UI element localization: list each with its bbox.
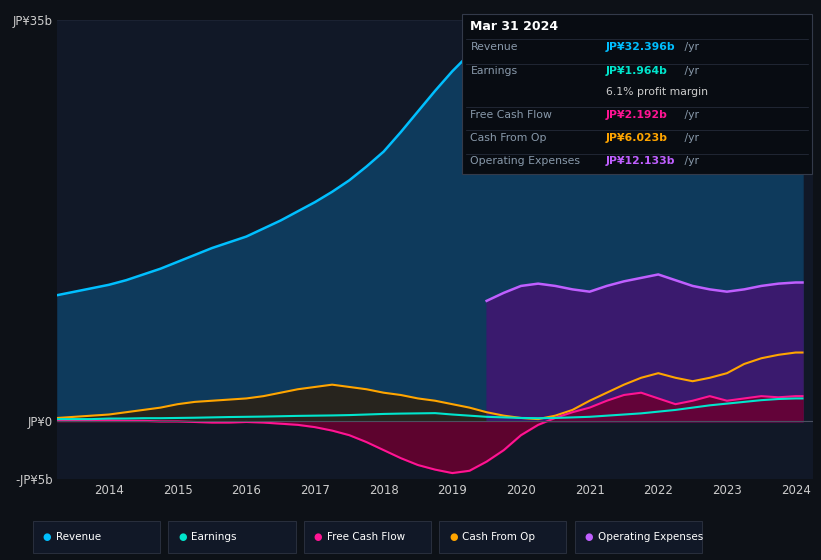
Text: ●: ● <box>449 532 457 542</box>
Text: Free Cash Flow: Free Cash Flow <box>327 532 405 542</box>
Text: /yr: /yr <box>681 110 699 119</box>
Text: JP¥32.396b: JP¥32.396b <box>606 42 676 52</box>
Text: Operating Expenses: Operating Expenses <box>598 532 703 542</box>
Text: Mar 31 2024: Mar 31 2024 <box>470 20 558 32</box>
Text: /yr: /yr <box>681 67 699 76</box>
Text: Free Cash Flow: Free Cash Flow <box>470 110 553 119</box>
Text: /yr: /yr <box>681 156 699 166</box>
Text: 6.1% profit margin: 6.1% profit margin <box>606 87 708 97</box>
Text: /yr: /yr <box>681 42 699 52</box>
Text: Revenue: Revenue <box>56 532 101 542</box>
Text: Cash From Op: Cash From Op <box>462 532 535 542</box>
Text: ●: ● <box>178 532 186 542</box>
Text: JP¥12.133b: JP¥12.133b <box>606 156 676 166</box>
Text: Earnings: Earnings <box>191 532 236 542</box>
Text: Earnings: Earnings <box>470 67 517 76</box>
Text: Cash From Op: Cash From Op <box>470 133 547 143</box>
Text: ●: ● <box>585 532 593 542</box>
Text: ●: ● <box>43 532 51 542</box>
Text: Revenue: Revenue <box>470 42 518 52</box>
Text: /yr: /yr <box>681 133 699 143</box>
Text: JP¥2.192b: JP¥2.192b <box>606 110 667 119</box>
Text: Operating Expenses: Operating Expenses <box>470 156 580 166</box>
Text: JP¥1.964b: JP¥1.964b <box>606 67 667 76</box>
Text: JP¥6.023b: JP¥6.023b <box>606 133 668 143</box>
Text: ●: ● <box>314 532 322 542</box>
